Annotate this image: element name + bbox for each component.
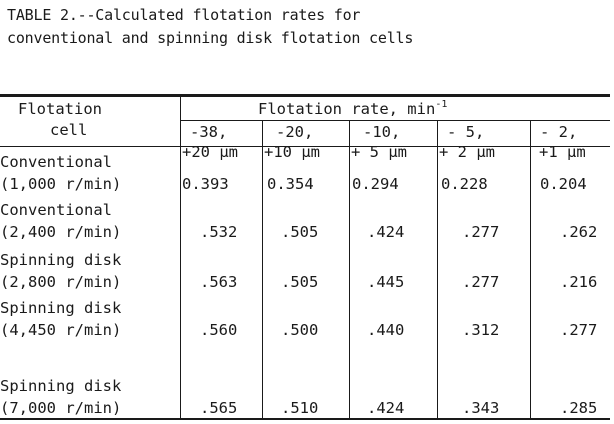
- table-cell: .563: [200, 273, 238, 291]
- spanner-exponent: -1: [435, 99, 448, 110]
- spanner-rule: [180, 120, 610, 121]
- row-cell-speed: (2,800 r/min): [0, 273, 122, 291]
- table-cell: .285: [560, 399, 598, 417]
- column-header-line-1: -38,: [190, 123, 228, 141]
- row-cell-speed: (7,000 r/min): [0, 399, 122, 417]
- row-cell-name: Spinning disk: [0, 299, 122, 317]
- row-cell-name: Spinning disk: [0, 251, 122, 269]
- table-cell: 0.228: [441, 175, 488, 193]
- table-cell: .510: [281, 399, 319, 417]
- row-cell-speed: (4,450 r/min): [0, 321, 122, 339]
- column-header-line-1: -10,: [363, 123, 401, 141]
- column-divider: [349, 120, 350, 418]
- row-cell-name: Spinning disk: [0, 377, 122, 395]
- column-header-line-2: +20 µm: [182, 143, 238, 161]
- table-cell: 0.204: [540, 175, 587, 193]
- bottom-rule: [0, 418, 610, 420]
- table-cell: .343: [462, 399, 500, 417]
- header-bottom-rule: [0, 146, 610, 147]
- table-cell: 0.294: [352, 175, 399, 193]
- table-cell: .440: [367, 321, 405, 339]
- column-divider: [180, 96, 181, 418]
- column-header-line-2: + 2 µm: [439, 143, 495, 161]
- table-caption: TABLE 2.--Calculated flotation rates for…: [7, 4, 413, 50]
- column-header-line-1: - 2,: [540, 123, 578, 141]
- spanner-label: Flotation rate, min: [258, 100, 436, 118]
- column-divider: [262, 120, 263, 418]
- row-cell-speed: (1,000 r/min): [0, 175, 122, 193]
- table-cell: .424: [367, 223, 405, 241]
- row-cell-speed: (2,400 r/min): [0, 223, 122, 241]
- table-cell: .560: [200, 321, 238, 339]
- table-cell: .505: [281, 273, 319, 291]
- table-cell: 0.354: [267, 175, 314, 193]
- table-cell: .532: [200, 223, 238, 241]
- table-cell: .312: [462, 321, 500, 339]
- table-cell: .505: [281, 223, 319, 241]
- table-cell: .277: [462, 223, 500, 241]
- table-cell: .424: [367, 399, 405, 417]
- column-header-line-2: + 5 µm: [351, 143, 407, 161]
- top-rule: [0, 94, 610, 97]
- row-cell-name: Conventional: [0, 201, 112, 219]
- column-header-line-2: +10 µm: [264, 143, 320, 161]
- table-cell: .500: [281, 321, 319, 339]
- column-divider: [530, 120, 531, 418]
- caption-line-1: TABLE 2.--Calculated flotation rates for: [7, 6, 361, 24]
- table-cell: 0.393: [182, 175, 229, 193]
- spanner-header: Flotation rate, min-1: [258, 99, 447, 119]
- table-cell: .262: [560, 223, 598, 241]
- stub-header-line-1: Flotation: [18, 100, 102, 118]
- row-cell-name: Conventional: [0, 153, 112, 171]
- column-header-line-2: +1 µm: [539, 143, 586, 161]
- stub-header-line-2: cell: [50, 121, 88, 139]
- table-cell: .216: [560, 273, 598, 291]
- table-cell: .565: [200, 399, 238, 417]
- column-header-line-1: -20,: [276, 123, 314, 141]
- column-divider: [437, 120, 438, 418]
- table-cell: .277: [462, 273, 500, 291]
- caption-line-2: conventional and spinning disk flotation…: [7, 29, 414, 47]
- table-cell: .445: [367, 273, 405, 291]
- table-cell: .277: [560, 321, 598, 339]
- column-header-line-1: - 5,: [447, 123, 485, 141]
